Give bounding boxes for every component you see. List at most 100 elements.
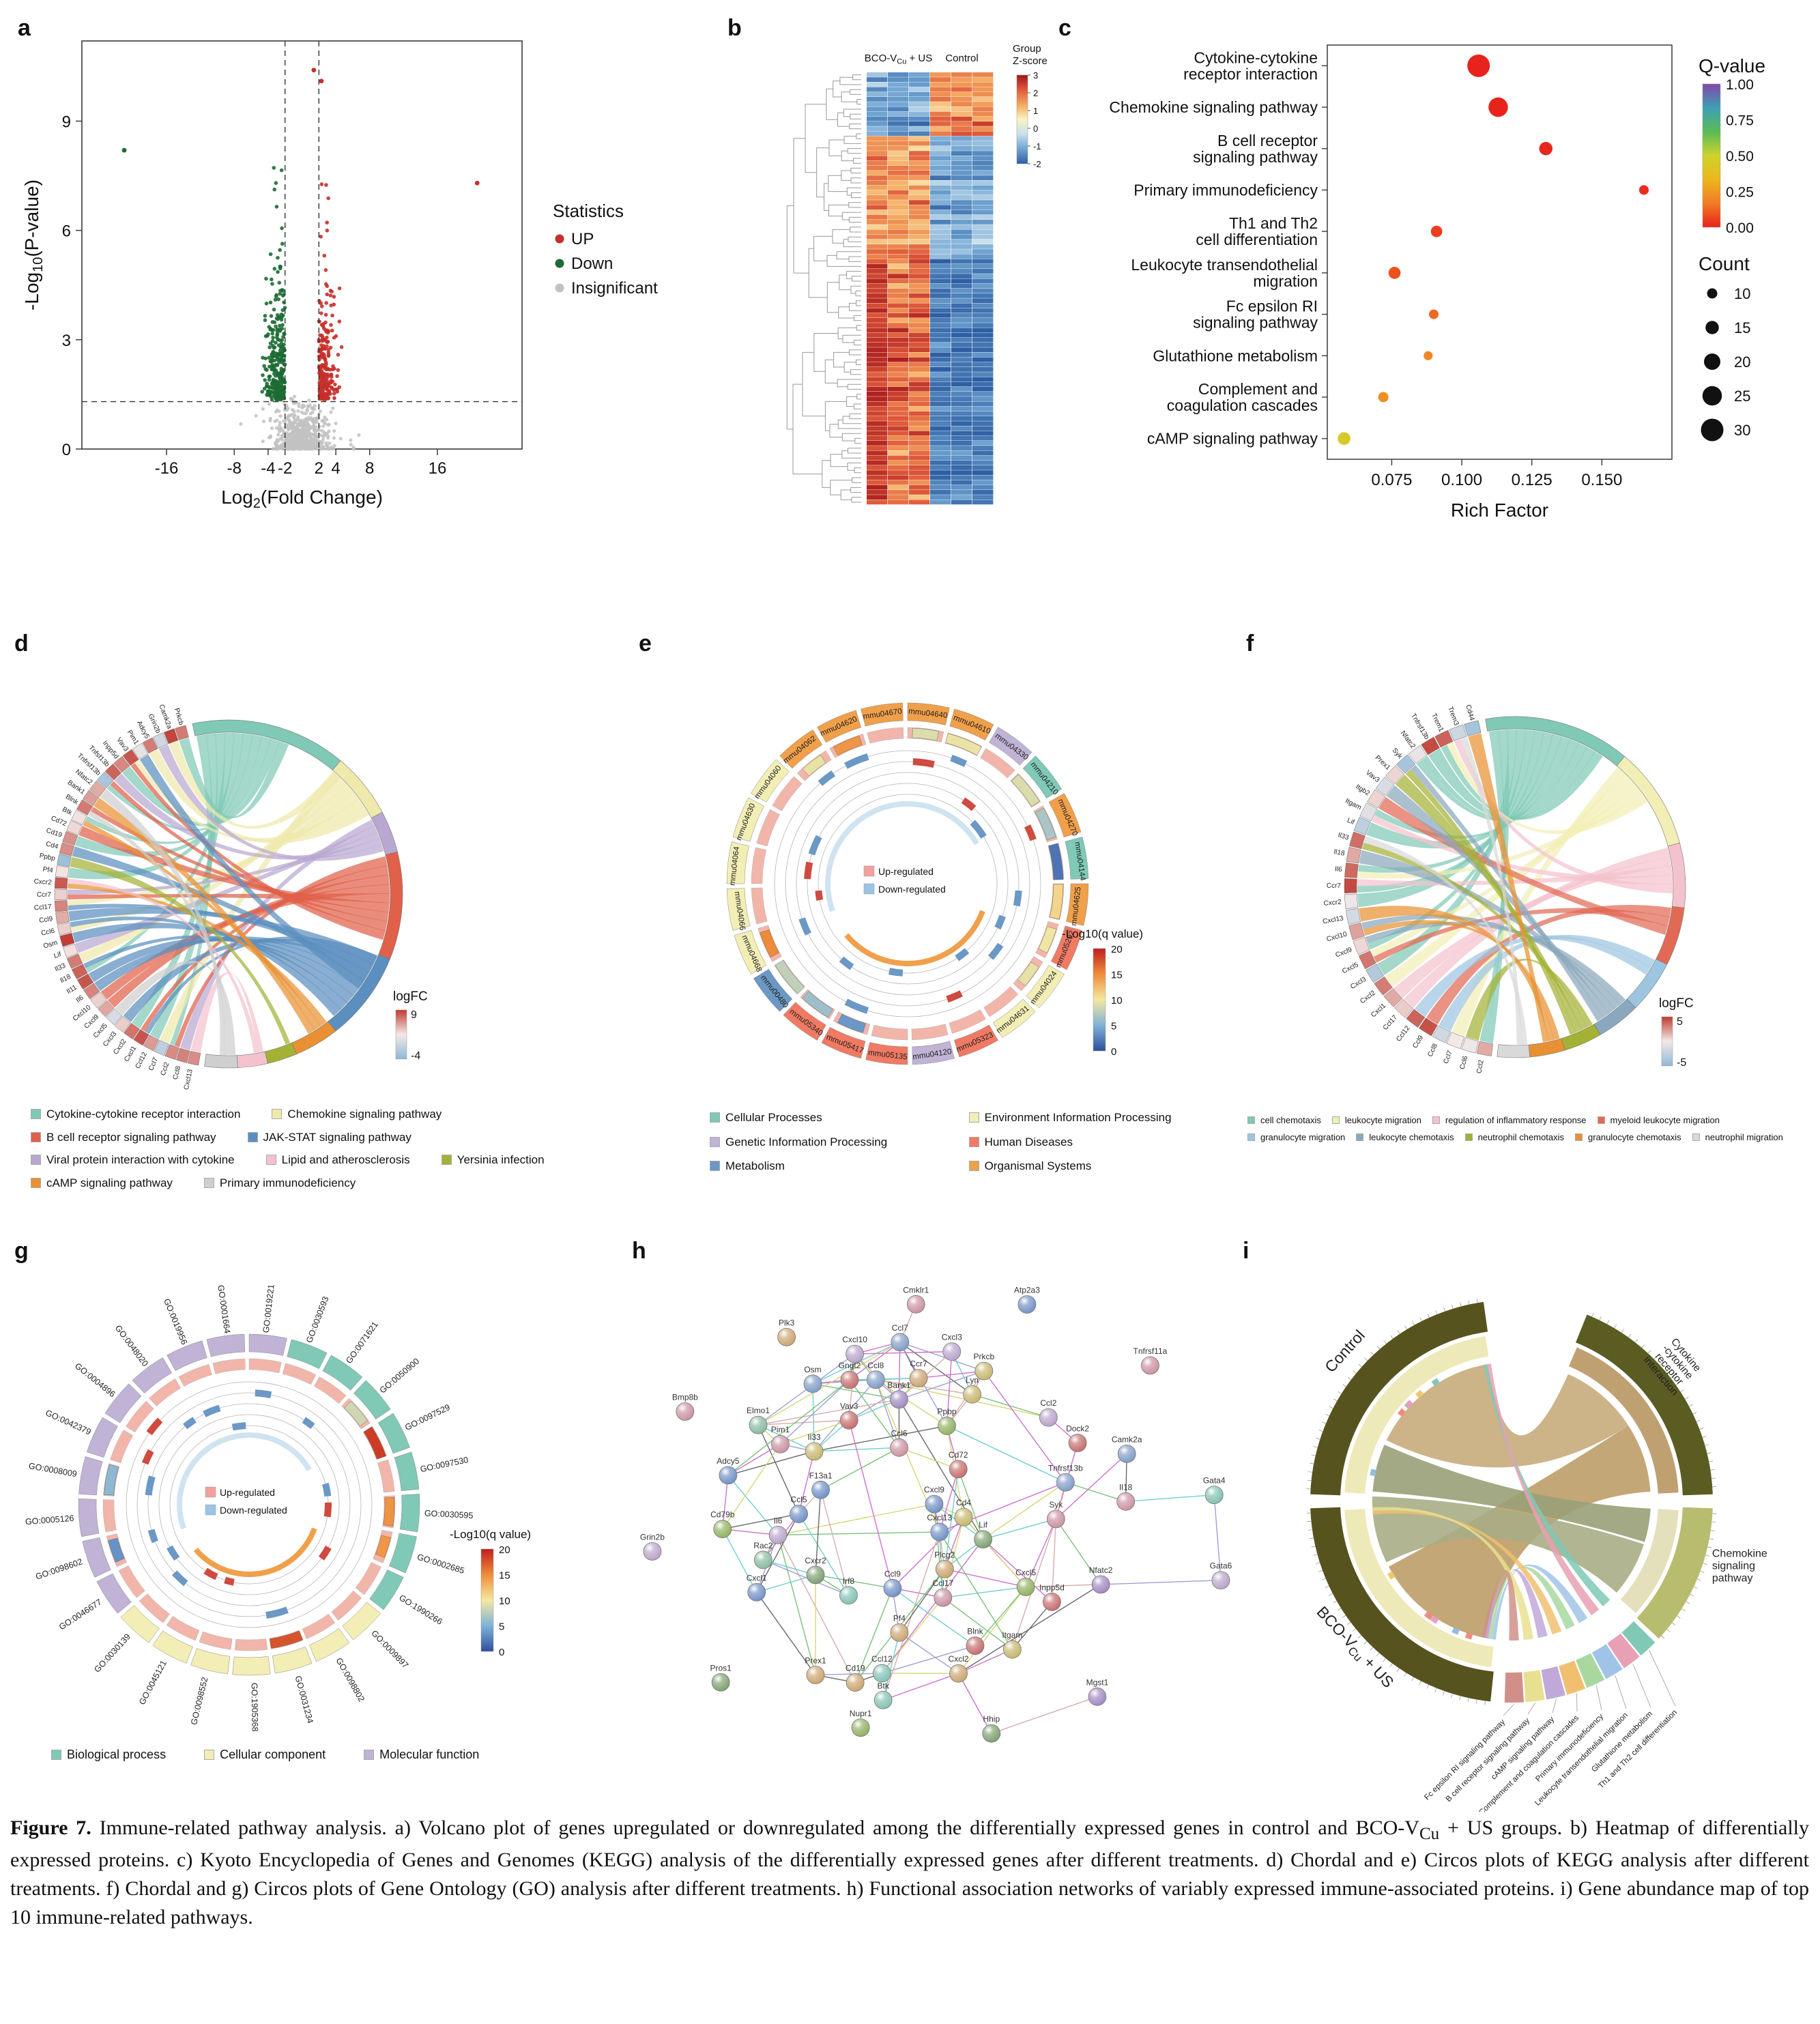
segment-id-label: GO:1990266 [397,1593,444,1626]
point-insignificant [306,409,310,413]
point-insignificant [268,435,273,439]
gene-arc [54,877,68,889]
heatmap-cell [888,200,909,205]
segment-id-label: GO:0005126 [25,1514,74,1527]
heatmap-cell [951,288,972,293]
heatmap-cell [888,490,909,495]
dendrogram-branch [842,416,861,424]
chord-ribbon [75,825,377,953]
heatmap-cell [930,401,951,407]
legend-label: Genetic Information Processing [725,1135,888,1148]
node-label: Il18 [1119,1482,1133,1492]
point-up [319,234,323,239]
legend-label: Chemokine signaling pathway [287,1108,442,1121]
legend-label: Environment Information Processing [984,1111,1172,1124]
gene-arc [1383,988,1403,1008]
heatmap-cell [930,396,951,401]
heatmap-cell [909,293,930,298]
heatmap-cell [972,367,994,372]
legend-item: myeloid leukocyte migration [1597,1114,1720,1127]
heatmap-cell [867,121,888,126]
network-edge [815,1490,822,1575]
legend-item: Metabolism [710,1157,931,1175]
group-arc-outer [1310,1507,1494,1702]
group-arc-inner [1344,1336,1489,1494]
heatmap-cell [888,274,909,278]
heatmap-cell [909,209,930,215]
heatmap-cell [951,332,972,338]
legend-label: Yersinia infection [457,1153,545,1166]
heatmap-cell [951,386,972,392]
network-edge [957,1673,992,1734]
gene-label: Ccl7 [147,1056,160,1072]
point-insignificant [307,399,311,403]
heatmap-cell [930,274,951,278]
grid-circle [158,1414,340,1595]
gene-arc [1344,878,1357,893]
node-label: Cxcl1 [747,1573,767,1582]
dendrogram-branch [833,351,850,368]
heatmap-cell [930,441,951,446]
colorbar-tick-label: 10 [499,1595,510,1607]
heatmap-cell [951,180,972,186]
heatmap-cell [867,141,888,146]
heatmap-cell [972,381,994,387]
gene-label: Nfatc2 [1399,729,1417,750]
point-insignificant [276,433,280,437]
point-insignificant [289,420,293,425]
dendrogram-branch [822,460,831,488]
point-down [278,329,283,333]
heatmap-cell [888,131,909,136]
point-insignificant [304,443,308,447]
heatmap-cell [930,435,951,441]
grid-circle [126,1381,373,1628]
network-edge [1026,1584,1101,1588]
qvalue-legend-title: Q-value [1699,55,1765,76]
gene-arc [124,1022,140,1040]
panel-d: d Cxcl13 Ccl8 Ccl2 Ccl7 Ccl12 Cxcl1 Cxcl2 Cxcl3… [10,628,618,1242]
node-label: Plk3 [779,1318,795,1327]
gene-tick [1707,1452,1711,1454]
heatmap-cell [867,116,888,121]
heatmap-cell [888,205,909,210]
heatmap-cell [930,254,951,259]
point-insignificant [303,429,307,433]
heatmap-cell [909,323,930,328]
gene-arc [55,911,70,924]
network-edge [974,1587,1026,1647]
dendrogram-branch [852,276,861,282]
category-segment [1026,965,1065,1009]
network-node [1204,1486,1224,1505]
point-up [319,182,324,186]
heatmap-cell [909,283,930,289]
qvalue-box [383,1497,395,1527]
gene-arc [89,780,106,797]
network-node [930,1522,949,1542]
logfc-title: logFC [1659,996,1694,1011]
network-edge [727,1379,850,1476]
heatmap-cell [951,421,972,426]
dendrogram-branch [793,138,809,274]
heatmap-cell [888,82,909,87]
pathway-label: Cytokine-cytokine [1194,48,1318,66]
dendrogram-branch [848,202,861,208]
legend-swatch [1464,1133,1473,1141]
count-tick-label: 25 [1734,388,1750,405]
point-down [268,345,272,349]
network-node [1091,1575,1110,1594]
heatmap-cell [951,323,972,328]
gene-label: Tnfrsf13b [1409,712,1430,741]
heatmap-cell [930,278,951,284]
gene-label: Prkcb [173,707,185,726]
segment-id-label: GO:0030595 [424,1509,474,1520]
point-up [323,377,328,381]
node-label: Tnfrsf11a [1133,1346,1168,1356]
point-insignificant [290,407,295,412]
legend-label: neutrophil migration [1705,1131,1783,1142]
point-down [272,166,276,170]
colorbar-title: -Log10(q value) [450,1528,531,1541]
gene-arc [1353,937,1370,955]
gene-tick [1353,1370,1357,1374]
heatmap-cell [972,244,994,249]
gene-arc [62,830,78,846]
